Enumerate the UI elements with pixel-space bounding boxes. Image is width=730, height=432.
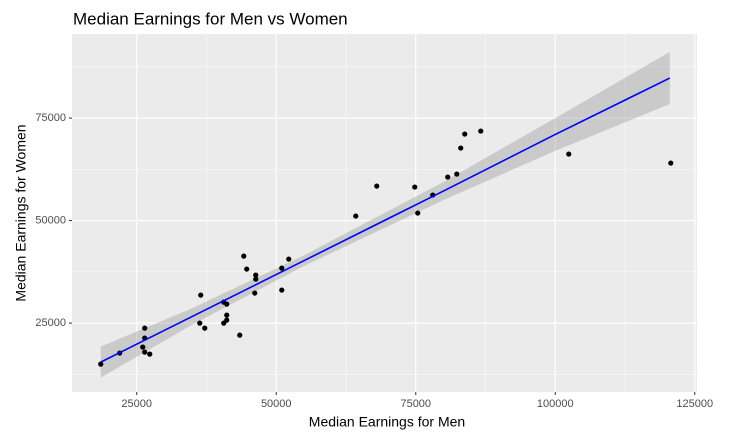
point (241, 253, 247, 259)
point (202, 325, 208, 331)
point (412, 184, 418, 190)
confidence-band (100, 52, 670, 378)
point (462, 131, 468, 137)
point (374, 183, 380, 189)
x-axis-title: Median Earnings for Men (309, 414, 465, 430)
x-tick-label: 50000 (261, 398, 292, 410)
point (237, 332, 243, 338)
point (198, 292, 204, 298)
point (454, 171, 460, 177)
point (668, 160, 674, 166)
point (279, 265, 285, 271)
point (98, 361, 104, 367)
y-axis-title: Median Earnings for Women (13, 124, 29, 301)
point (224, 301, 230, 307)
point (458, 145, 464, 151)
point (445, 174, 451, 180)
y-tick-label: 25000 (35, 317, 66, 329)
y-tick-label: 50000 (35, 214, 66, 226)
point (142, 325, 148, 331)
point (197, 320, 203, 326)
fit-line (100, 77, 671, 363)
point (286, 256, 292, 262)
point (142, 349, 148, 355)
x-tick-label: 75000 (400, 398, 431, 410)
point (253, 272, 259, 278)
y-tick-label: 75000 (35, 112, 66, 124)
point (415, 210, 421, 216)
point (478, 128, 484, 134)
point (140, 344, 146, 350)
point (244, 266, 250, 272)
point (147, 351, 153, 357)
point (353, 213, 359, 219)
point (566, 151, 572, 157)
x-tick-label: 25000 (121, 398, 152, 410)
x-tick-label: 100000 (537, 398, 574, 410)
chart-title: Median Earnings for Men vs Women (73, 9, 348, 28)
plot-panel (72, 34, 697, 392)
point (252, 290, 258, 296)
point (279, 287, 285, 293)
point (221, 320, 227, 326)
point (253, 276, 259, 282)
x-tick-label: 125000 (676, 398, 713, 410)
point (224, 312, 230, 318)
